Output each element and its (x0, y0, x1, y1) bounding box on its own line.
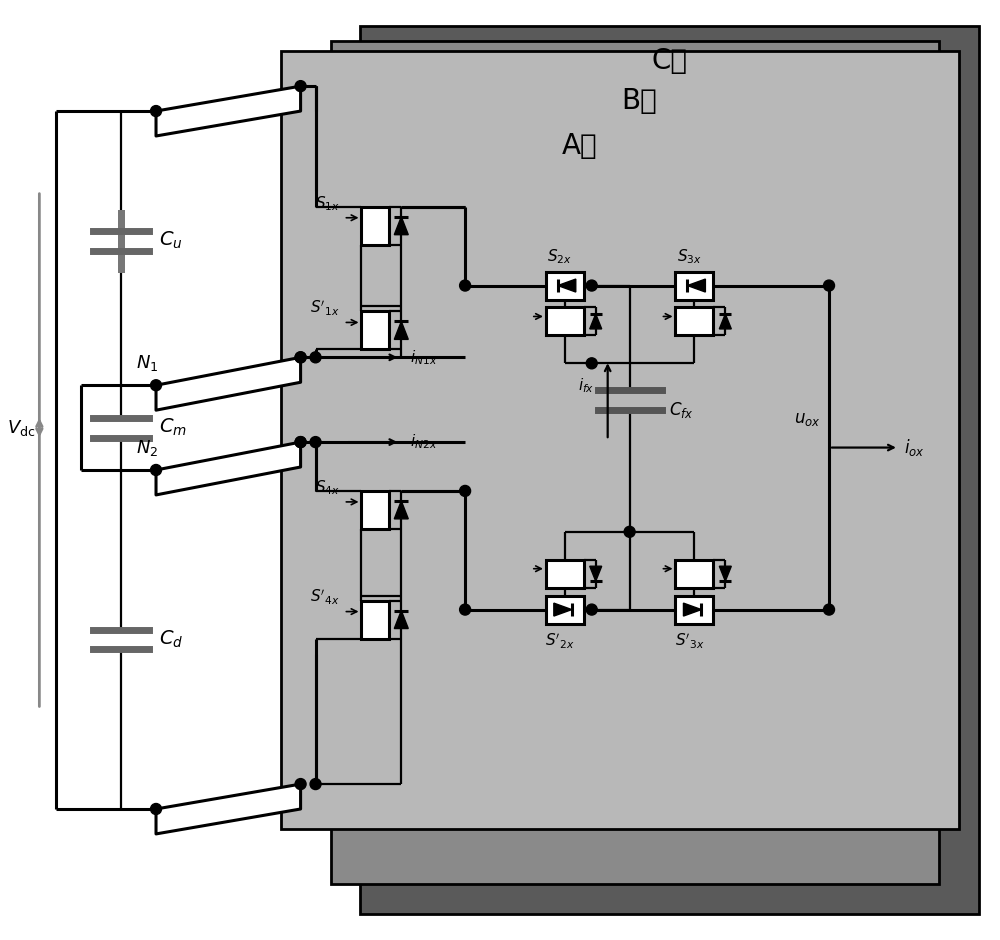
Bar (361, 311, 389, 350)
Text: C相: C相 (651, 47, 687, 75)
Text: B相: B相 (622, 87, 657, 115)
Polygon shape (590, 566, 602, 581)
Bar (360, 26, 979, 914)
Polygon shape (394, 217, 408, 235)
Text: $u_{ox}$: $u_{ox}$ (794, 410, 821, 428)
Circle shape (295, 778, 306, 790)
Bar (546, 559, 584, 588)
Text: $C_u$: $C_u$ (159, 230, 183, 251)
Polygon shape (156, 357, 301, 410)
Circle shape (151, 105, 162, 117)
Bar (361, 207, 389, 244)
Bar (675, 307, 713, 336)
Text: $S'_{4x}$: $S'_{4x}$ (310, 588, 339, 607)
Circle shape (151, 804, 162, 814)
Bar (675, 596, 713, 623)
Text: $C_{fx}$: $C_{fx}$ (669, 400, 694, 420)
Text: $S_{1x}$: $S_{1x}$ (315, 195, 339, 213)
Circle shape (586, 604, 597, 615)
Text: $C_d$: $C_d$ (159, 629, 183, 650)
Circle shape (310, 352, 321, 363)
Polygon shape (394, 501, 408, 519)
Polygon shape (558, 279, 576, 292)
Polygon shape (683, 603, 701, 616)
Bar (361, 601, 389, 638)
Circle shape (151, 464, 162, 476)
Text: $N_1$: $N_1$ (136, 353, 158, 373)
Text: $S_{3x}$: $S_{3x}$ (677, 247, 702, 266)
Circle shape (295, 436, 306, 447)
Circle shape (295, 81, 306, 91)
Text: A相: A相 (562, 132, 598, 160)
Circle shape (460, 485, 471, 496)
Text: $C_m$: $C_m$ (159, 417, 187, 438)
Circle shape (310, 778, 321, 790)
Circle shape (586, 280, 597, 291)
Bar (331, 41, 939, 884)
Bar (546, 307, 584, 336)
Circle shape (295, 352, 306, 363)
Text: $i_{fx}$: $i_{fx}$ (578, 376, 595, 395)
Bar (546, 596, 584, 623)
Circle shape (460, 280, 471, 291)
Text: $N_2$: $N_2$ (136, 438, 158, 458)
Text: $S'_{3x}$: $S'_{3x}$ (675, 632, 704, 650)
Bar (675, 272, 713, 300)
Text: $S_{2x}$: $S_{2x}$ (547, 247, 572, 266)
Text: $S'_{1x}$: $S'_{1x}$ (310, 299, 339, 318)
Text: $i_{N1x}$: $i_{N1x}$ (410, 348, 438, 367)
Text: $V_{\rm dc}$: $V_{\rm dc}$ (7, 417, 36, 438)
Text: $i_{ox}$: $i_{ox}$ (904, 437, 925, 458)
Polygon shape (394, 321, 408, 339)
Bar (361, 491, 389, 529)
Circle shape (151, 380, 162, 391)
Polygon shape (590, 314, 602, 329)
Bar (546, 272, 584, 300)
Circle shape (310, 436, 321, 447)
Text: $S_{4x}$: $S_{4x}$ (315, 478, 339, 497)
Circle shape (460, 604, 471, 615)
Polygon shape (156, 86, 301, 136)
Bar (675, 559, 713, 588)
Polygon shape (394, 611, 408, 629)
Polygon shape (719, 314, 731, 329)
Polygon shape (719, 566, 731, 581)
Circle shape (824, 604, 835, 615)
Polygon shape (156, 442, 301, 495)
Circle shape (624, 526, 635, 538)
Text: $S'_{2x}$: $S'_{2x}$ (545, 632, 575, 650)
Text: $i_{N2x}$: $i_{N2x}$ (410, 432, 438, 451)
Circle shape (295, 436, 306, 447)
Circle shape (824, 280, 835, 291)
Polygon shape (687, 279, 705, 292)
Bar (281, 52, 959, 829)
Circle shape (295, 352, 306, 363)
Polygon shape (554, 603, 572, 616)
Polygon shape (156, 784, 301, 834)
Circle shape (586, 358, 597, 368)
